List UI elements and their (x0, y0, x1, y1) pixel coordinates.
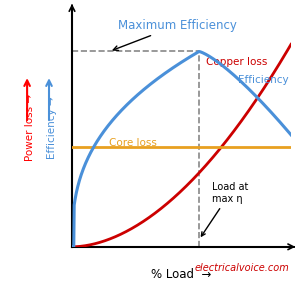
Text: Core loss: Core loss (109, 138, 157, 148)
Text: Load at
max η: Load at max η (201, 182, 248, 236)
Text: Efficiency →: Efficiency → (47, 96, 57, 159)
Text: Efficiency: Efficiency (238, 75, 289, 85)
Text: Power loss →: Power loss → (26, 94, 35, 161)
Text: Maximum Efficiency: Maximum Efficiency (113, 19, 237, 51)
Text: % Load  →: % Load → (151, 268, 212, 281)
Text: electricalvoice.com: electricalvoice.com (194, 263, 289, 274)
Text: Copper loss: Copper loss (206, 57, 267, 67)
